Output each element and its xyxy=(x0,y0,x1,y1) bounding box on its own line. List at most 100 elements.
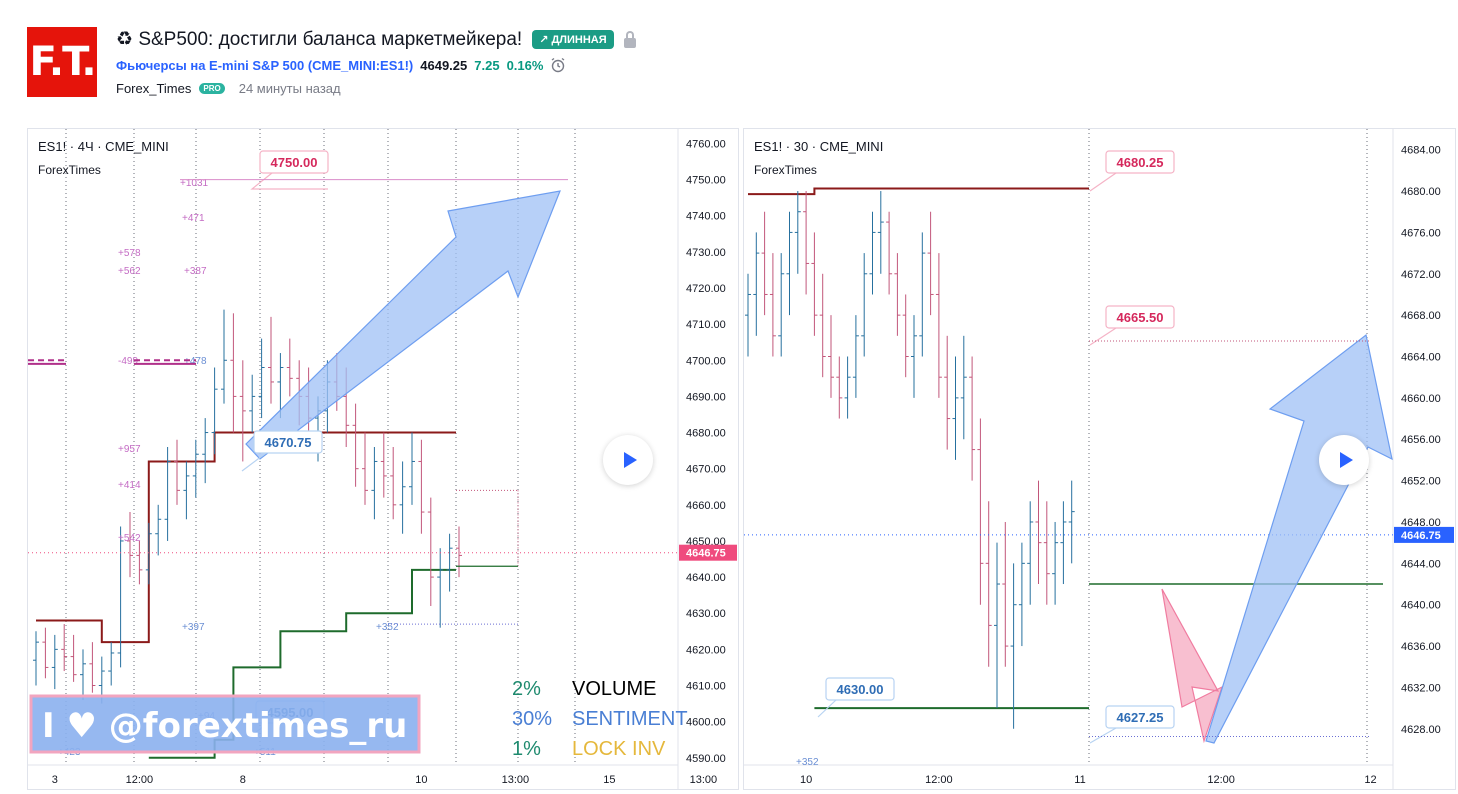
time-tick-label: 8 xyxy=(240,774,246,786)
chart-legend-author: ForexTimes xyxy=(38,163,101,177)
current-price-tag xyxy=(1394,526,1454,543)
price-tick-label: 4648.00 xyxy=(1401,517,1441,529)
time-tick-label: 12:00 xyxy=(1207,774,1235,786)
level-value-text: +471 xyxy=(182,213,205,224)
label-pointer xyxy=(241,452,267,472)
price-tick-label: 4590.00 xyxy=(686,753,726,765)
symbol-row: Фьючерсы на E-mini S&P 500 (CME_MINI:ES1… xyxy=(116,57,566,73)
chart-legend-author: ForexTimes xyxy=(754,163,817,177)
level-value-text: +352 xyxy=(376,622,399,633)
symbol-change-percent: 0.16% xyxy=(506,57,544,73)
price-tick-label: 4676.00 xyxy=(1401,227,1441,239)
price-tick-label: 4690.00 xyxy=(686,391,726,403)
current-price-tag xyxy=(679,544,737,561)
price-label-text: 4670.75 xyxy=(265,435,312,450)
channel-logo[interactable]: F.T. xyxy=(27,27,97,97)
idea-title-text: S&P500: достигли баланса маркетмейкера! xyxy=(138,29,523,50)
price-tick-label: 4730.00 xyxy=(686,247,726,259)
time-tick-label: 13:00 xyxy=(690,774,718,786)
price-tick-label: 4670.00 xyxy=(686,464,726,476)
stat-name: LOCK INV xyxy=(572,738,666,760)
price-tick-label: 4610.00 xyxy=(686,681,726,693)
symbol-change: 7.25 xyxy=(474,57,500,73)
play-icon xyxy=(623,452,637,468)
play-button[interactable] xyxy=(603,435,653,485)
author-row: Forex_Times PRO 24 минуты назад xyxy=(116,81,341,96)
time-tick-label: 15 xyxy=(603,774,615,786)
price-tick-label: 4700.00 xyxy=(686,355,726,367)
resistance-step-line xyxy=(748,187,1089,196)
author-name[interactable]: Forex_Times xyxy=(116,81,192,96)
level-value-text: +578 xyxy=(118,248,141,259)
level-value-text: +562 xyxy=(118,266,141,277)
price-tick-label: 4680.00 xyxy=(686,428,726,440)
level-value-text: +397 xyxy=(182,622,205,633)
level-value-text: +1031 xyxy=(180,178,209,189)
price-tick-label: 4660.00 xyxy=(1401,393,1441,405)
lock-icon xyxy=(623,30,636,48)
price-tick-label: 4672.00 xyxy=(1401,269,1441,281)
time-tick-label: 3 xyxy=(52,774,58,786)
price-tick-label: 4636.00 xyxy=(1401,641,1441,653)
price-label-text: 4750.00 xyxy=(271,155,318,170)
idea-title: ♻ S&P500: достигли баланса маркетмейкера… xyxy=(116,28,522,51)
price-tick-label: 4750.00 xyxy=(686,175,726,187)
alarm-clock-icon[interactable] xyxy=(550,57,566,73)
price-tick-label: 4684.00 xyxy=(1401,145,1441,157)
symbol-code[interactable]: (CME_MINI:ES1!) xyxy=(307,57,414,73)
symbol-link[interactable]: Фьючерсы на E-mini S&P 500 (CME_MINI:ES1… xyxy=(116,58,413,73)
price-tick-label: 4652.00 xyxy=(1401,476,1441,488)
price-tick-label: 4656.00 xyxy=(1401,434,1441,446)
stat-percent: 2% xyxy=(512,678,541,700)
bullish-arrow xyxy=(1205,333,1393,744)
price-tick-label: 4632.00 xyxy=(1401,682,1441,694)
price-tick-label: 4630.00 xyxy=(686,608,726,620)
label-pointer xyxy=(817,699,837,718)
bullish-arrow xyxy=(245,190,561,460)
price-tick-label: 4660.00 xyxy=(686,500,726,512)
symbol-name[interactable]: Фьючерсы на E-mini S&P 500 xyxy=(116,57,305,73)
symbol-price: 4649.25 xyxy=(420,57,468,73)
label-pointer xyxy=(1089,327,1117,346)
level-value-text: -499 xyxy=(118,356,138,367)
long-badge: ↗ ДЛИННАЯ xyxy=(532,30,614,49)
price-label-box xyxy=(259,150,329,174)
idea-title-row: ♻ S&P500: достигли баланса маркетмейкера… xyxy=(116,28,636,51)
price-label-text: 4630.00 xyxy=(837,682,884,697)
price-tick-label: 4760.00 xyxy=(686,138,726,150)
level-value-text: +352 xyxy=(796,757,819,768)
chart-30m[interactable]: 4684.00 4680.00 4676.00 4672.00 4668.00 4664.… xyxy=(743,128,1456,790)
price-label-box xyxy=(825,677,895,701)
price-tick-label: 4640.00 xyxy=(686,572,726,584)
level-value-text: +542 xyxy=(118,533,141,544)
level-value-text: +414 xyxy=(118,480,141,491)
chart-legend-title: ES1! · 30 · CME_MINI xyxy=(754,139,883,154)
play-icon xyxy=(1339,452,1353,468)
time-tick-label: 13:00 xyxy=(502,774,530,786)
level-value-text: +478 xyxy=(184,356,207,367)
price-tick-label: 4720.00 xyxy=(686,283,726,295)
level-value-text: +957 xyxy=(118,444,141,455)
stat-name: SENTIMENT xyxy=(572,708,688,730)
label-pointer xyxy=(250,172,328,190)
price-label-box xyxy=(1105,705,1175,729)
time-tick-label: 10 xyxy=(800,774,812,786)
price-label-text: 4627.25 xyxy=(1117,710,1164,725)
price-tick-label: 4644.00 xyxy=(1401,558,1441,570)
chart-4h-canvas[interactable]: 4760.00 4750.00 4740.00 4730.00 4720.00 4710.… xyxy=(28,129,738,789)
price-tick-label: 4620.00 xyxy=(686,644,726,656)
current-price-value: 4646.75 xyxy=(686,548,726,560)
price-tick-label: 4680.00 xyxy=(1401,186,1441,198)
chart-4h[interactable]: 4760.00 4750.00 4740.00 4730.00 4720.00 4710.… xyxy=(27,128,739,790)
time-tick-label: 11 xyxy=(1074,774,1085,786)
price-tick-label: 4640.00 xyxy=(1401,600,1441,612)
watermark-banner xyxy=(29,694,421,754)
price-label-text: 4680.25 xyxy=(1117,155,1164,170)
play-button[interactable] xyxy=(1319,435,1369,485)
level-value-text: +387 xyxy=(184,266,207,277)
price-tick-label: 4628.00 xyxy=(1401,724,1441,736)
stat-percent: 1% xyxy=(512,738,541,760)
watermark-text: I ♥ @forextimes_ru xyxy=(42,706,407,746)
label-pointer xyxy=(1089,727,1117,744)
chart-legend-title: ES1! · 4Ч · CME_MINI xyxy=(38,139,169,154)
